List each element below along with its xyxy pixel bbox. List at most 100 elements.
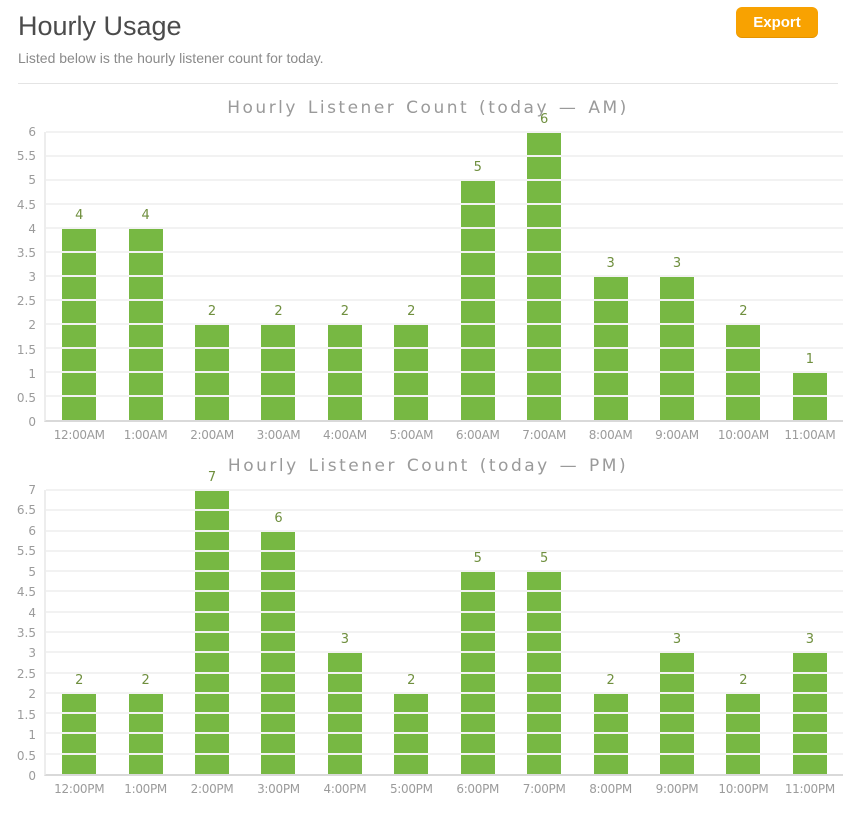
y-tick-label: 3.5: [16, 245, 36, 260]
y-tick-label: 1: [28, 728, 36, 743]
bar-value-label: 2: [75, 672, 84, 688]
gridline: [46, 323, 843, 325]
chart-body: 6 5.5 5 4.5 4 3.5 3 2.5 2 1.5 1 0.5 0 4 4 2 2 2 2 5 6 3 3 2 1: [0, 113, 856, 428]
bar-value-label: 3: [340, 632, 350, 648]
gridline: [46, 275, 843, 277]
y-tick-label: 2: [28, 687, 36, 702]
x-tick-label: 2:00PM: [190, 782, 234, 796]
x-tick-label: 3:00AM: [256, 428, 301, 442]
bar-value-label: 6: [274, 510, 283, 526]
y-tick-label: 6: [28, 523, 36, 538]
gridline: [46, 371, 843, 373]
bar-value-label: 3: [606, 256, 615, 271]
y-tick-label: 2: [28, 318, 36, 333]
x-tick-label: 7:00PM: [522, 782, 566, 796]
x-tick-label: 10:00AM: [717, 428, 769, 442]
x-tick-label: 4:00PM: [323, 782, 367, 796]
gridline: [46, 131, 843, 133]
y-tick-label: 2.5: [16, 294, 36, 309]
bar-value-label: 3: [672, 632, 682, 648]
y-tick-label: 0.5: [16, 748, 36, 763]
x-tick-label: 6:00AM: [455, 428, 500, 442]
x-tick-label: 7:00AM: [522, 428, 567, 442]
x-tick-label: 5:00PM: [389, 782, 433, 796]
x-tick-label: 8:00PM: [589, 782, 632, 796]
x-tick-label: 12:00AM: [53, 428, 105, 442]
y-tick-label: 5: [28, 564, 36, 579]
y-tick-label: 0: [28, 769, 36, 783]
gridline: [46, 549, 843, 552]
gridline: [46, 529, 843, 532]
bar-value-label: 2: [739, 672, 748, 688]
gridline: [46, 155, 843, 157]
y-tick-label: 7: [28, 483, 36, 497]
gridline: [46, 203, 843, 205]
x-axis: 12:00PM 1:00PM 2:00PM 3:00PM 4:00PM 5:00PM 6:0…: [0, 776, 856, 796]
y-tick-label: 4: [28, 221, 36, 236]
y-tick-label: 0.5: [16, 390, 36, 405]
x-tick-label: 9:00PM: [655, 782, 699, 796]
page-subtitle: Listed below is the hourly listener coun…: [18, 50, 324, 66]
page-title: Hourly Usage: [18, 11, 182, 41]
chart-title: Hourly Listener Count (today — PM): [227, 456, 629, 476]
chart-body: 7 6.5 6 5.5 5 4.5 4 3.5 3 2.5 2 1.5 1 0.5 0 2 2 7 6 3 2 5 5 2 3…: [0, 471, 856, 782]
bar-value-label: 2: [274, 304, 283, 320]
y-tick-label: 4: [28, 605, 36, 620]
y-tick-label: 1: [28, 366, 36, 381]
chart-am: Hourly Listener Count (today — AM) 6 5.5 5…: [0, 98, 856, 442]
y-tick-label: 5.5: [16, 544, 36, 559]
y-axis: 7 6.5 6 5.5 5 4.5 4 3.5 3 2.5 2 1.5 1 0.5 0: [4, 484, 44, 782]
x-tick-label: 9:00AM: [655, 428, 699, 442]
gridline: [46, 251, 843, 253]
x-tick-label: 5:00AM: [389, 428, 434, 442]
bar-value-label: 2: [340, 304, 350, 320]
gridline: [46, 570, 843, 573]
y-axis: 6 5.5 5 4.5 4 3.5 3 2.5 2 1.5 1 0.5 0: [4, 126, 44, 428]
bar-value-label: 5: [473, 160, 482, 175]
bar-value-label: 5: [540, 551, 549, 567]
plot-area: 2 2 7 6 3 2 5 5 2 3 2 3: [44, 471, 843, 776]
y-tick-label: 1.5: [16, 707, 36, 722]
gridline: [46, 712, 843, 715]
gridline: [46, 227, 843, 229]
x-tick-label: 11:00PM: [784, 782, 835, 796]
gridline: [46, 590, 843, 593]
y-tick-label: 0: [28, 415, 36, 429]
gridline: [46, 631, 843, 633]
y-tick-label: 4.5: [16, 197, 36, 212]
x-tick-label: 11:00AM: [784, 428, 836, 442]
x-tick-label: 1:00AM: [123, 428, 168, 442]
chart-title: Hourly Listener Count (today — AM): [227, 98, 629, 118]
x-tick-label: 6:00PM: [456, 782, 500, 796]
x-axis: 12:00AM 1:00AM 2:00AM 3:00AM 4:00AM 5:00AM 6:0…: [0, 422, 856, 442]
bar-value-label: 2: [739, 304, 748, 320]
y-tick-label: 6.5: [16, 503, 36, 518]
bar-value-label: 2: [407, 672, 416, 688]
plot-area: 4 4 2 2 2 2 5 6 3 3 2 1: [44, 113, 843, 422]
gridline: [46, 347, 843, 349]
gridline: [46, 732, 843, 735]
bar-value-label: 2: [141, 672, 150, 688]
gridline: [46, 610, 843, 613]
y-tick-label: 3.5: [16, 626, 36, 640]
bar-value-label: 2: [606, 672, 615, 688]
chart-pm: Hourly Listener Count (today — PM) 7 6.5 6…: [0, 456, 856, 796]
gridline: [46, 651, 843, 654]
y-tick-label: 5.5: [16, 149, 36, 164]
y-tick-label: 6: [28, 125, 36, 139]
bar-value-label: 5: [473, 551, 482, 567]
header-divider: [18, 83, 838, 84]
bar-value-label: 2: [207, 304, 217, 320]
x-tick-label: 3:00PM: [257, 782, 300, 796]
bar-value-label: 4: [75, 208, 84, 224]
y-tick-label: 1.5: [16, 342, 36, 357]
export-button[interactable]: Export: [736, 7, 818, 38]
gridline: [46, 691, 843, 694]
gridline: [46, 299, 843, 301]
y-tick-label: 5: [28, 173, 36, 188]
bar-value-label: 6: [540, 112, 549, 127]
y-tick-label: 2.5: [16, 666, 36, 681]
bar-value-label: 3: [805, 632, 814, 648]
bar-value-label: 3: [672, 256, 682, 271]
bar-value-label: 4: [141, 208, 150, 224]
